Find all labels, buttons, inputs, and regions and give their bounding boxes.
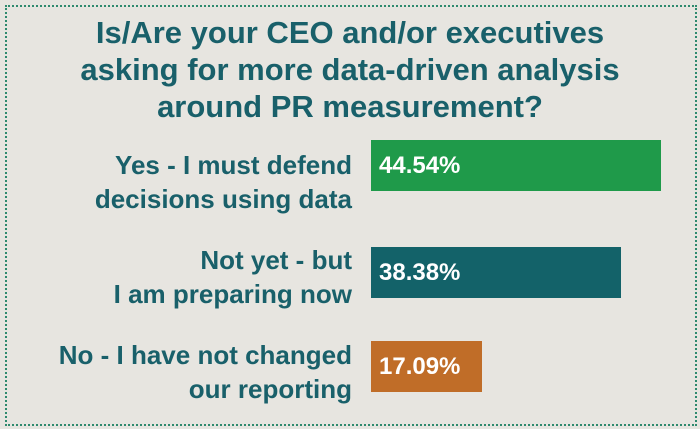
- category-label-yes-line-1: Yes - I must defend: [115, 150, 352, 180]
- chart-title: Is/Are your CEO and/or executives asking…: [20, 14, 680, 125]
- category-label-no-line-2: our reporting: [188, 374, 352, 404]
- chart-title-line-1: Is/Are your CEO and/or executives: [95, 15, 605, 50]
- chart-border: [5, 5, 697, 426]
- category-label-yes: Yes - I must defend decisions using data: [20, 148, 352, 216]
- category-label-not-yet-line-2: I am preparing now: [113, 279, 352, 309]
- bar-value-label-not-yet: 38.38%: [379, 259, 461, 286]
- bar-no: 17.09%: [371, 341, 482, 392]
- bar-value-label-no: 17.09%: [379, 353, 461, 380]
- bar-not-yet: 38.38%: [371, 247, 621, 298]
- chart-title-line-3: around PR measurement?: [157, 89, 543, 124]
- category-label-yes-line-2: decisions using data: [94, 184, 352, 214]
- category-label-no-line-1: No - I have not changed: [58, 340, 352, 370]
- category-label-not-yet: Not yet - but I am preparing now: [20, 243, 352, 311]
- bar-value-label-yes: 44.54%: [379, 152, 461, 179]
- category-label-no: No - I have not changed our reporting: [20, 338, 352, 406]
- bar-yes: 44.54%: [371, 140, 661, 191]
- chart-title-line-2: asking for more data-driven analysis: [80, 52, 620, 87]
- category-label-not-yet-line-1: Not yet - but: [200, 245, 352, 275]
